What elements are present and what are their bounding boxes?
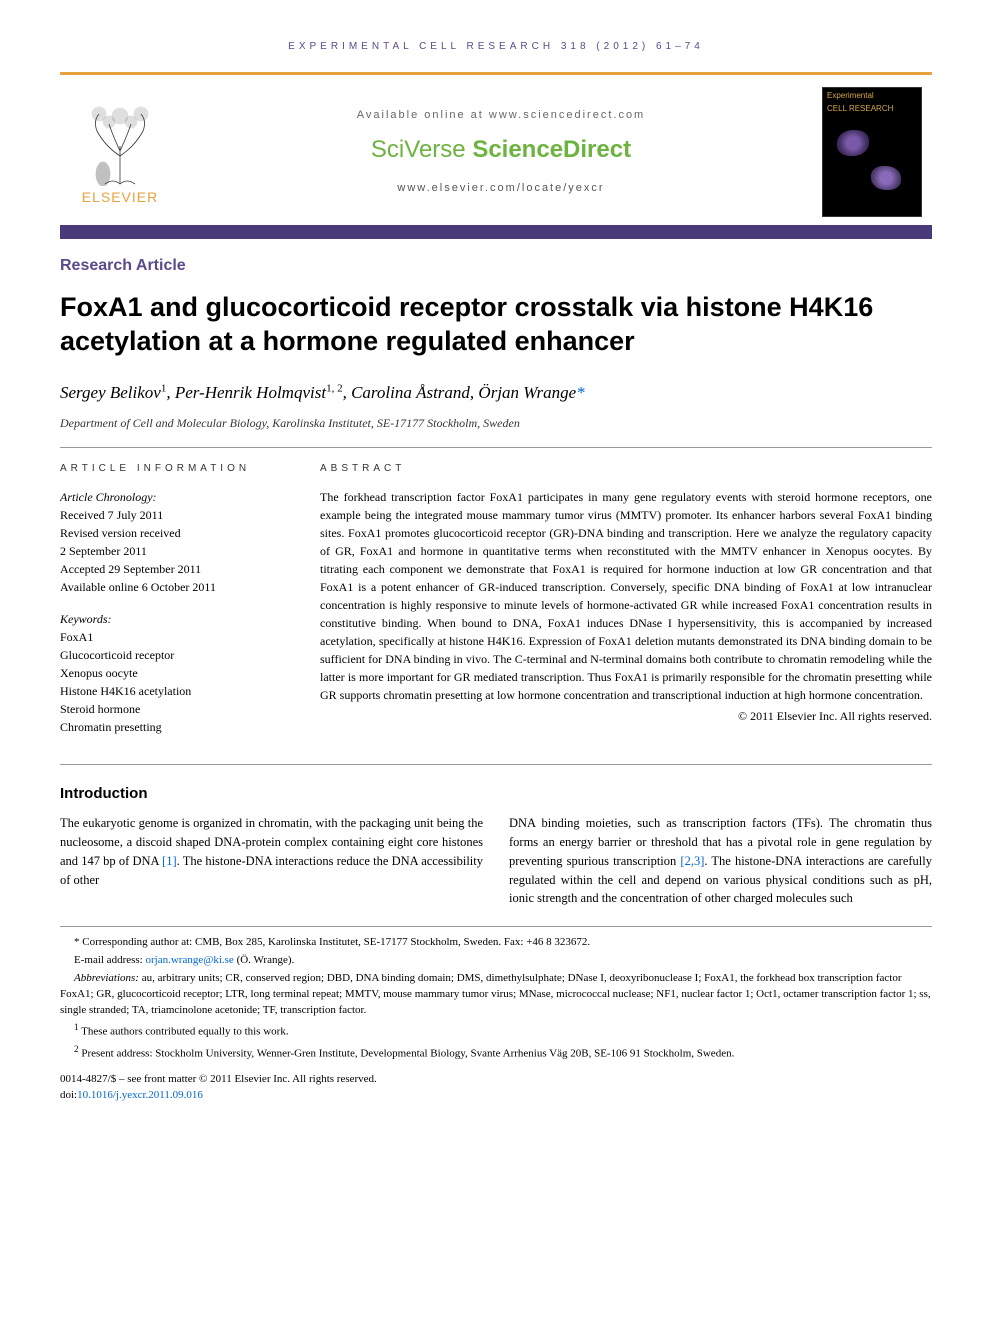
abstract-text: The forkhead transcription factor FoxA1 … [320, 488, 932, 704]
body-column-right: DNA binding moieties, such as transcript… [509, 814, 932, 908]
abstract-column: ABSTRACT The forkhead transcription fact… [320, 462, 932, 750]
cover-art-blob [871, 166, 901, 190]
chronology-line: Revised version received [60, 524, 290, 542]
email-link[interactable]: orjan.wrange@ki.se [145, 954, 233, 966]
divider [60, 764, 932, 765]
article-info-column: ARTICLE INFORMATION Article Chronology: … [60, 462, 290, 750]
keyword: Glucocorticoid receptor [60, 646, 290, 664]
cover-title-1: Experimental [823, 88, 921, 105]
article-type: Research Article [60, 255, 932, 277]
keyword: Xenopus oocyte [60, 664, 290, 682]
keyword: Chromatin presetting [60, 718, 290, 736]
publisher-block: ELSEVIER [60, 96, 180, 208]
email-label: E-mail address: [74, 954, 145, 966]
doi-label: doi: [60, 1089, 77, 1101]
chronology-label: Article Chronology: [60, 488, 290, 506]
journal-cover-thumbnail: Experimental CELL RESEARCH [822, 87, 922, 217]
body-column-left: The eukaryotic genome is organized in ch… [60, 814, 483, 908]
cover-title-2: CELL RESEARCH [823, 105, 921, 118]
abbrev-label: Abbreviations: [74, 972, 142, 984]
abstract-head: ABSTRACT [320, 462, 932, 476]
cover-art-blob [837, 130, 869, 156]
abbreviations-footnote: Abbreviations: au, arbitrary units; CR, … [60, 971, 932, 1019]
chronology-line: 2 September 2011 [60, 542, 290, 560]
keywords-label: Keywords: [60, 610, 290, 628]
keyword: FoxA1 [60, 628, 290, 646]
sciencedirect-brand[interactable]: SciVerse ScienceDirect [180, 133, 822, 167]
citation-link[interactable]: [1] [162, 854, 177, 868]
footnote-1-text: These authors contributed equally to thi… [81, 1026, 288, 1038]
front-matter-line: 0014-4827/$ – see front matter © 2011 El… [60, 1072, 932, 1087]
email-tail: (Ö. Wrange). [234, 954, 294, 966]
chronology-line: Accepted 29 September 2011 [60, 560, 290, 578]
email-footnote: E-mail address: orjan.wrange@ki.se (Ö. W… [60, 953, 932, 969]
doi-line: doi:10.1016/j.yexcr.2011.09.016 [60, 1088, 932, 1103]
footnotes-block: * Corresponding author at: CMB, Box 285,… [60, 926, 932, 1062]
journal-cover-block: Experimental CELL RESEARCH [822, 87, 932, 217]
chronology-line: Available online 6 October 2011 [60, 578, 290, 596]
footnote-1: 1 These authors contributed equally to t… [60, 1021, 932, 1041]
masthead-center: Available online at www.sciencedirect.co… [180, 108, 822, 196]
corresponding-author-footnote: * Corresponding author at: CMB, Box 285,… [60, 935, 932, 951]
meta-abstract-row: ARTICLE INFORMATION Article Chronology: … [60, 462, 932, 750]
chronology-line: Received 7 July 2011 [60, 506, 290, 524]
corresponding-author-link[interactable]: * [576, 383, 585, 402]
divider [60, 447, 932, 448]
masthead: ELSEVIER Available online at www.science… [60, 75, 932, 225]
purple-rule [60, 225, 932, 239]
footnote-2: 2 Present address: Stockholm University,… [60, 1043, 932, 1063]
doi-block: 0014-4827/$ – see front matter © 2011 El… [60, 1072, 932, 1103]
keywords-block: Keywords: FoxA1 Glucocorticoid receptor … [60, 610, 290, 736]
keyword: Histone H4K16 acetylation [60, 682, 290, 700]
chronology-block: Article Chronology: Received 7 July 2011… [60, 488, 290, 596]
authors-text: Sergey Belikov1, Per-Henrik Holmqvist1, … [60, 383, 576, 402]
author-list: Sergey Belikov1, Per-Henrik Holmqvist1, … [60, 381, 932, 405]
citation-link[interactable]: [2,3] [680, 854, 704, 868]
section-heading-introduction: Introduction [60, 783, 932, 804]
affiliation: Department of Cell and Molecular Biology… [60, 415, 932, 432]
available-online-line: Available online at www.sciencedirect.co… [180, 108, 822, 123]
elsevier-tree-icon [75, 96, 165, 186]
running-head: EXPERIMENTAL CELL RESEARCH 318 (2012) 61… [60, 40, 932, 54]
footnote-2-text: Present address: Stockholm University, W… [81, 1047, 734, 1059]
abbrev-text: au, arbitrary units; CR, conserved regio… [60, 972, 931, 1016]
journal-locate-url[interactable]: www.elsevier.com/locate/yexcr [180, 181, 822, 196]
publisher-name: ELSEVIER [60, 188, 180, 208]
brand-main: ScienceDirect [472, 136, 631, 163]
doi-link[interactable]: 10.1016/j.yexcr.2011.09.016 [77, 1089, 203, 1101]
body-two-column: The eukaryotic genome is organized in ch… [60, 814, 932, 908]
abstract-copyright: © 2011 Elsevier Inc. All rights reserved… [320, 708, 932, 725]
article-title: FoxA1 and glucocorticoid receptor crosst… [60, 291, 932, 359]
keyword: Steroid hormone [60, 700, 290, 718]
brand-prefix: SciVerse [371, 136, 472, 163]
article-info-head: ARTICLE INFORMATION [60, 462, 290, 476]
